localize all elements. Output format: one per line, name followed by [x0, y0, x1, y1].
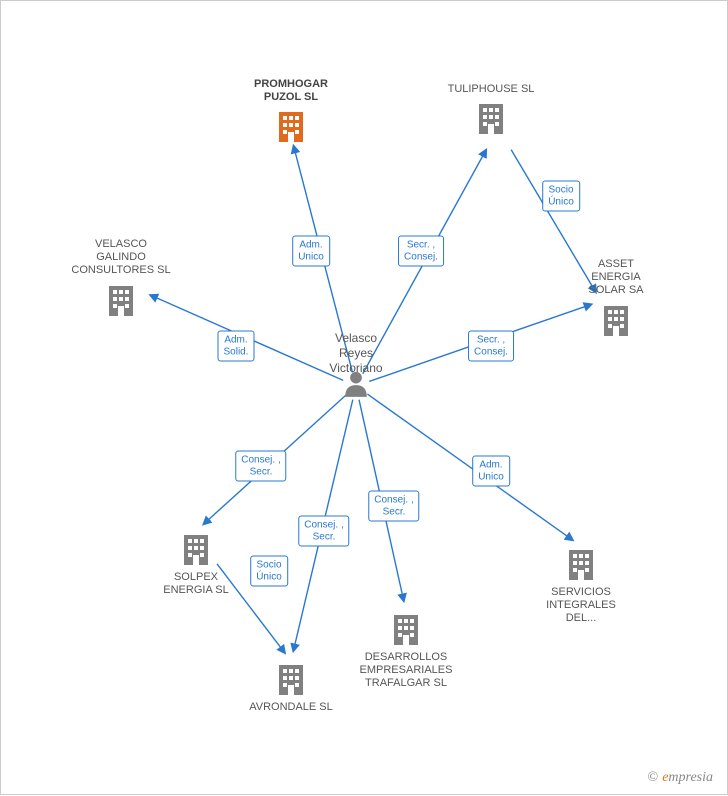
node-promhogar[interactable]: PROMHOGAR PUZOL SL: [236, 78, 346, 144]
node-velasco_galindo[interactable]: VELASCO GALINDO CONSULTORES SL: [66, 238, 176, 318]
node-label: DESARROLLOS EMPRESARIALES TRAFALGAR SL: [360, 651, 453, 691]
building-icon: [273, 108, 309, 144]
edge-label: Secr. , Consej.: [398, 236, 444, 267]
node-label: SERVICIOS INTEGRALES DEL...: [546, 586, 616, 626]
node-tuliphouse[interactable]: TULIPHOUSE SL: [436, 83, 546, 136]
diagram-canvas: PROMHOGAR PUZOL SL TULIPHOUSE SL ASSET E…: [0, 0, 728, 795]
brand-rest: mpresia: [668, 770, 713, 785]
edge-label: Adm. Solid.: [217, 331, 254, 362]
node-label: AVRONDALE SL: [249, 701, 333, 714]
node-solpex[interactable]: SOLPEX ENERGIA SL: [141, 531, 251, 597]
building-icon: [388, 611, 424, 647]
building-icon: [178, 531, 214, 567]
footer-brand: ©empresia: [648, 770, 713, 786]
building-icon: [103, 282, 139, 318]
building-icon: [563, 546, 599, 582]
copyright-symbol: ©: [648, 770, 659, 785]
node-avrondale[interactable]: AVRONDALE SL: [236, 661, 346, 714]
building-icon: [473, 100, 509, 136]
node-label: PROMHOGAR PUZOL SL: [254, 78, 328, 104]
center-person-icon: [341, 369, 371, 404]
edge-label: Consej. , Secr.: [298, 516, 349, 547]
node-label: VELASCO GALINDO CONSULTORES SL: [71, 238, 170, 278]
edge-label: Secr. , Consej.: [468, 331, 514, 362]
node-asset[interactable]: ASSET ENERGIA SOLAR SA: [561, 258, 671, 338]
building-icon: [598, 302, 634, 338]
node-desarrollos[interactable]: DESARROLLOS EMPRESARIALES TRAFALGAR SL: [351, 611, 461, 691]
building-icon: [273, 661, 309, 697]
edge-label: Adm. Unico: [472, 456, 510, 487]
edge-label: Adm. Unico: [292, 236, 330, 267]
edge-label: Socio Único: [250, 556, 288, 587]
node-label: SOLPEX ENERGIA SL: [163, 571, 228, 597]
edge-label: Socio Único: [542, 181, 580, 212]
edge-label: Consej. , Secr.: [235, 451, 286, 482]
node-label: TULIPHOUSE SL: [448, 83, 535, 96]
edge-label: Consej. , Secr.: [368, 491, 419, 522]
node-servicios[interactable]: SERVICIOS INTEGRALES DEL...: [526, 546, 636, 626]
node-label: ASSET ENERGIA SOLAR SA: [588, 258, 643, 298]
